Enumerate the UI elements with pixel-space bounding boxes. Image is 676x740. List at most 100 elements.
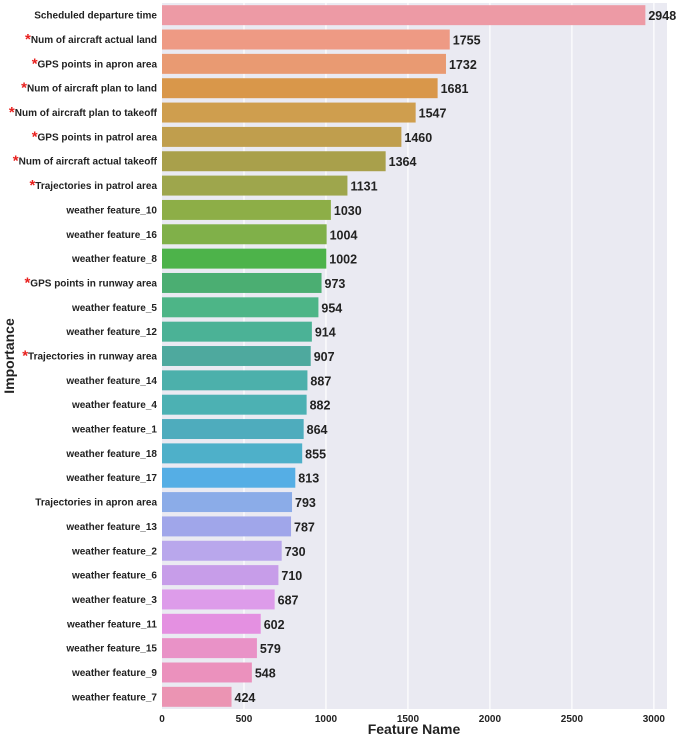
value-label: 730 (285, 545, 306, 559)
bar (162, 540, 282, 561)
bar (162, 151, 386, 172)
category-label: weather feature_12 (65, 327, 157, 338)
value-label: 973 (325, 277, 346, 291)
bar (162, 686, 232, 707)
star-marker: * (25, 31, 31, 48)
category-label: weather feature_9 (71, 668, 157, 679)
value-label: 813 (298, 472, 319, 486)
category-text: Num of aircraft plan to takeoff (15, 108, 158, 119)
value-labels: 2948 1755 1732 1681 1547 1460 1364 1131 1030 1004… (235, 9, 676, 705)
category-text: GPS points in apron area (38, 59, 158, 70)
category-label: weather feature_1 (71, 425, 157, 436)
value-label: 887 (310, 374, 331, 388)
value-label: 1755 (453, 34, 481, 48)
category-text: Trajectories in runway area (28, 352, 157, 363)
bar (162, 613, 261, 634)
star-marker: * (22, 348, 28, 365)
value-label: 907 (314, 350, 335, 364)
x-tick-label: 1500 (397, 714, 420, 725)
value-label: 1004 (330, 228, 358, 242)
category-label: *Num of aircraft plan to land (21, 80, 157, 97)
category-label: weather feature_17 (65, 473, 157, 484)
bar (162, 126, 402, 147)
value-label: 1364 (389, 155, 417, 169)
x-tick-label: 2000 (479, 714, 502, 725)
category-text: Num of aircraft plan to land (27, 84, 157, 95)
bar (162, 102, 416, 123)
bar (162, 224, 327, 245)
category-label: weather feature_18 (65, 449, 157, 460)
category-label: weather feature_4 (71, 400, 157, 411)
bar (162, 297, 319, 318)
value-label: 2948 (648, 9, 676, 23)
bar (162, 248, 327, 269)
category-label: *Num of aircraft actual takeoff (13, 153, 158, 170)
bar (162, 175, 348, 196)
value-label: 864 (307, 423, 328, 437)
x-tick-label: 500 (236, 714, 253, 725)
value-label: 1732 (449, 58, 477, 72)
bar (162, 346, 311, 366)
y-axis-title: Importance (1, 318, 17, 394)
bar (162, 492, 293, 513)
category-label: weather feature_7 (71, 692, 157, 703)
x-tick-label: 3000 (643, 714, 666, 725)
star-marker: * (32, 55, 38, 72)
bar (162, 199, 331, 220)
bar (162, 394, 307, 415)
star-marker: * (9, 104, 15, 121)
category-label: weather feature_15 (65, 644, 157, 655)
star-marker: * (29, 177, 35, 194)
star-marker: * (13, 153, 19, 170)
value-label: 787 (294, 520, 315, 534)
value-label: 710 (281, 569, 302, 583)
bar (162, 467, 296, 488)
bar (162, 78, 438, 99)
category-label: weather feature_3 (71, 595, 157, 606)
category-label: weather feature_8 (71, 254, 157, 265)
x-tick-label: 1000 (315, 714, 338, 725)
category-label: weather feature_13 (65, 522, 157, 533)
category-label: *Num of aircraft actual land (25, 31, 157, 48)
category-label: *GPS points in runway area (24, 274, 157, 291)
category-label: weather feature_10 (65, 205, 157, 216)
bar (162, 662, 252, 683)
value-label: 882 (310, 399, 331, 413)
value-label: 1002 (329, 253, 357, 267)
value-label: 855 (305, 447, 326, 461)
category-label: weather feature_5 (71, 303, 157, 314)
category-labels: Scheduled departure time*Num of aircraft… (9, 11, 158, 704)
category-label: weather feature_2 (71, 546, 157, 557)
value-label: 914 (315, 326, 336, 340)
category-label: *Trajectories in patrol area (29, 177, 157, 194)
x-tick-label: 0 (159, 714, 165, 725)
category-text: GPS points in patrol area (38, 132, 158, 143)
category-label: weather feature_16 (65, 230, 157, 241)
category-label: *GPS points in patrol area (32, 128, 158, 145)
bars (162, 5, 646, 707)
category-label: *GPS points in apron area (32, 55, 158, 72)
star-marker: * (21, 80, 27, 97)
value-label: 579 (260, 642, 281, 656)
category-label: weather feature_11 (66, 619, 157, 630)
value-label: 548 (255, 666, 276, 680)
value-label: 1547 (419, 107, 447, 121)
bar (162, 5, 646, 26)
bar (162, 370, 308, 391)
category-text: Trajectories in patrol area (35, 181, 157, 192)
star-marker: * (24, 274, 30, 291)
category-label: Scheduled departure time (34, 11, 157, 22)
category-text: Num of aircraft actual land (31, 35, 157, 46)
bar (162, 443, 303, 464)
star-marker: * (32, 128, 38, 145)
category-text: Num of aircraft actual takeoff (19, 157, 158, 168)
value-label: 954 (321, 301, 342, 315)
value-label: 1030 (334, 204, 362, 218)
x-axis-title: Feature Name (368, 721, 461, 737)
category-label: Trajectories in apron area (35, 498, 157, 509)
value-label: 1681 (441, 82, 469, 96)
category-label: weather feature_14 (65, 376, 157, 387)
x-tick-label: 2500 (561, 714, 584, 725)
category-text: GPS points in runway area (30, 278, 157, 289)
